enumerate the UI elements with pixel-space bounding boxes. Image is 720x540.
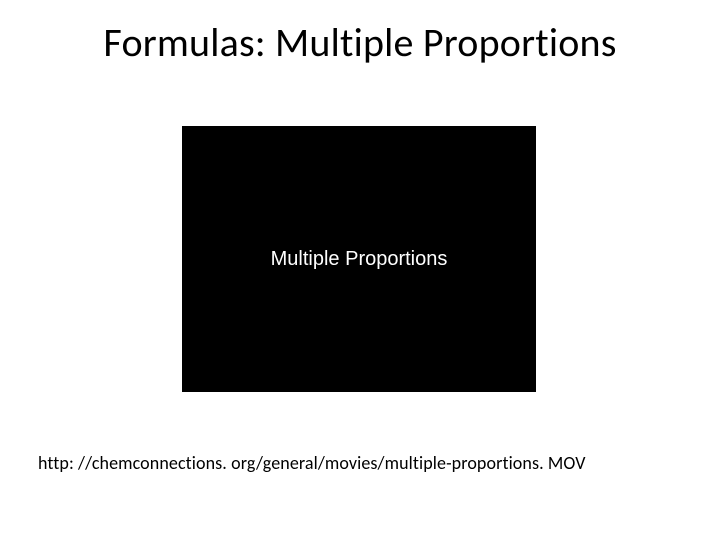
slide-container: Formulas: Multiple Proportions Multiple … (0, 0, 720, 540)
slide-title: Formulas: Multiple Proportions (0, 18, 720, 67)
video-caption: Multiple Proportions (271, 248, 448, 271)
video-placeholder[interactable]: Multiple Proportions (182, 126, 536, 392)
video-url-text: http: //chemconnections. org/general/mov… (38, 452, 586, 474)
